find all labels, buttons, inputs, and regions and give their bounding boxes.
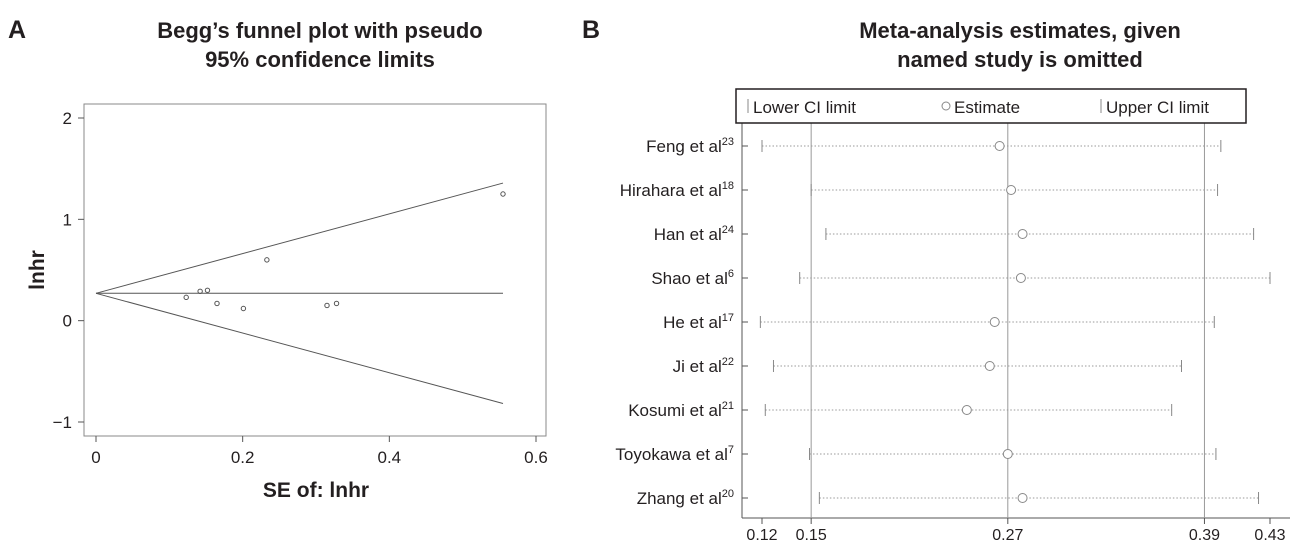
chart-title-a-line1: Begg’s funnel plot with pseudo [157,18,483,43]
study-label: Hirahara et al18 [620,180,734,200]
study-point [240,305,247,312]
study-name: Toyokawa et al [615,445,727,464]
x-axis-label: SE of: lnhr [263,479,369,502]
chart-title-b-line2: named study is omitted [897,47,1143,72]
estimate-marker [984,361,995,371]
study-reference: 7 [728,444,734,456]
plot-frame [83,103,547,437]
y-axis-label: lnhr [26,250,49,290]
study-reference: 18 [722,180,734,192]
y-tick-label: 1 [63,210,72,229]
y-tick-label: 2 [63,109,72,128]
study-reference: 24 [722,224,734,236]
study-point [183,294,189,301]
study-point [333,300,340,307]
estimate-marker [1002,449,1013,459]
study-label: Ji et al22 [673,356,734,376]
y-tick-label: −1 [53,413,72,432]
estimate-marker [1015,273,1026,283]
study-label: Toyokawa et al7 [615,444,734,464]
x-tick-label: 0.4 [378,448,402,467]
estimate-marker [961,405,972,415]
study-name: Hirahara et al [620,181,722,200]
panel-label-b: B [582,16,601,44]
x-tick-label: 0 [91,448,100,467]
study-label: Han et al24 [654,224,734,244]
study-name: Feng et al [646,137,722,156]
study-label: Kosumi et al21 [628,400,734,420]
legend-box [735,88,1247,124]
x-tick-label: 0.43 [1254,527,1285,543]
x-tick-label: 0.12 [746,527,777,543]
legend-upper-ci-label: Upper CI limit [1106,98,1209,117]
study-name: Kosumi et al [628,401,722,420]
study-point [324,302,330,309]
study-name: Han et al [654,225,722,244]
study-label: Shao et al6 [651,268,734,288]
panel-label-a: A [8,16,27,44]
lower-confidence-limit-line [95,292,504,405]
legend-estimate-marker [941,101,951,111]
study-reference: 20 [722,488,734,500]
study-reference: 22 [722,356,734,368]
study-point [500,191,506,197]
y-tick-label: 0 [63,312,72,331]
study-reference: 17 [722,312,734,324]
study-name: Shao et al [651,269,728,288]
study-label: He et al17 [663,312,734,332]
study-point [264,257,270,263]
legend-estimate-label: Estimate [954,98,1020,117]
estimate-marker [994,141,1005,151]
study-reference: 6 [728,268,734,280]
study-name: He et al [663,313,722,332]
x-tick-label: 0.15 [796,527,827,543]
study-name: Ji et al [673,357,722,376]
upper-confidence-limit-line [95,182,504,294]
x-tick-label: 0.6 [524,448,548,467]
chart-title-b: Meta-analysis estimates, given named stu… [790,16,1250,74]
study-label: Zhang et al20 [637,488,734,508]
study-name: Zhang et al [637,489,722,508]
study-reference: 23 [722,136,734,148]
x-tick-label: 0.27 [992,527,1023,543]
study-reference: 21 [722,400,734,412]
legend-lower-ci-label: Lower CI limit [753,98,856,117]
estimate-marker [1006,185,1017,195]
study-point [197,288,203,294]
estimate-marker [989,317,1000,327]
estimate-marker [1017,229,1028,239]
study-point [204,287,211,293]
x-tick-label: 0.2 [231,448,255,467]
chart-title-b-line1: Meta-analysis estimates, given [859,18,1181,43]
x-tick-label: 0.39 [1189,527,1220,543]
study-label: Feng et al23 [646,136,734,156]
study-point [214,300,220,307]
chart-title-a-line2: 95% confidence limits [205,47,435,72]
chart-title-a: Begg’s funnel plot with pseudo 95% confi… [90,16,550,74]
estimate-marker [1017,493,1028,503]
